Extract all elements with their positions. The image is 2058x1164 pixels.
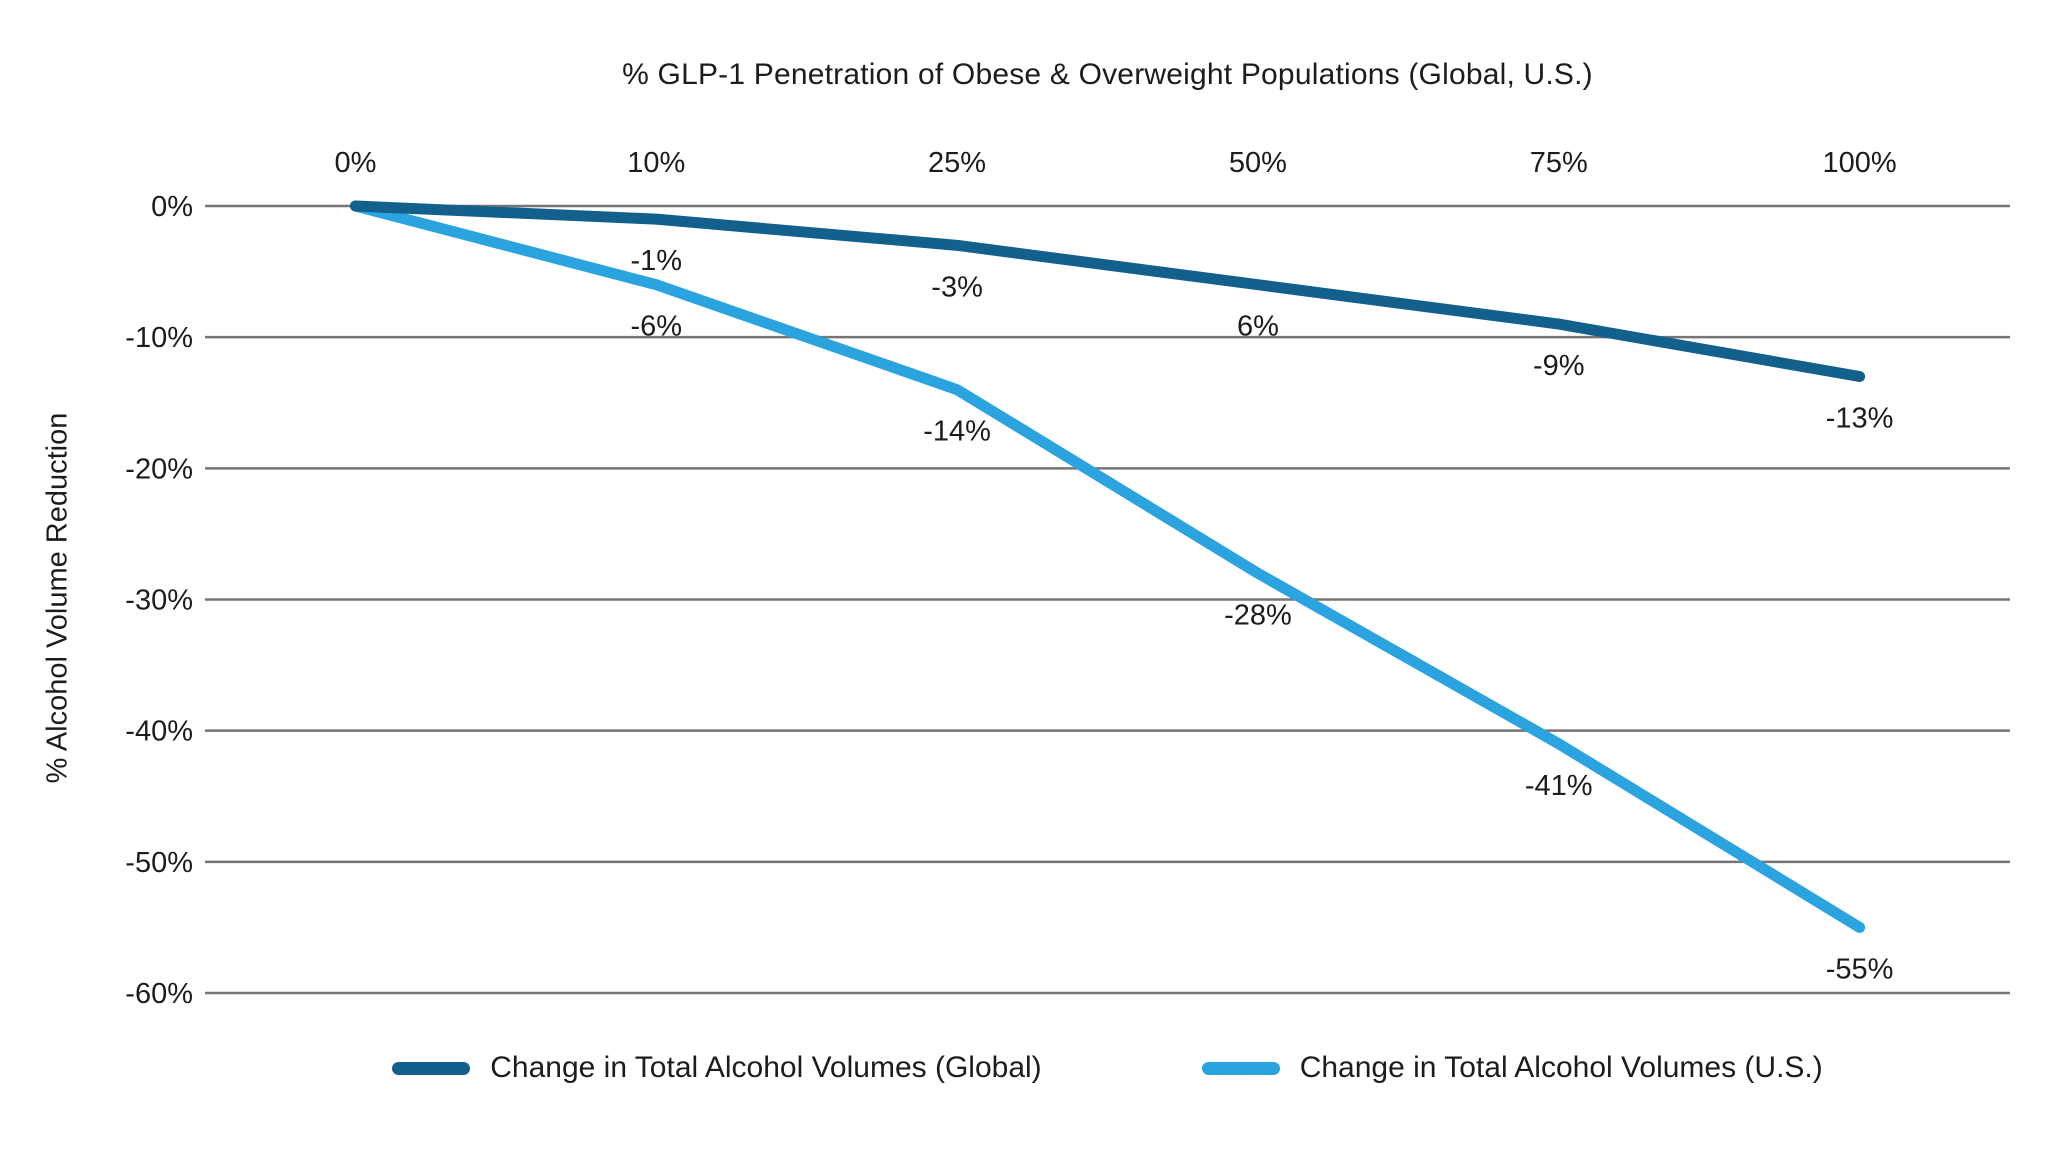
data-label-global: -13% bbox=[1826, 403, 1894, 435]
y-tick-label: -20% bbox=[125, 453, 193, 485]
data-label-global: -3% bbox=[931, 271, 983, 303]
series-line-global bbox=[349, 200, 1866, 383]
data-label-global: 6% bbox=[1237, 311, 1279, 343]
series-line-us bbox=[349, 200, 1866, 933]
x-tick-label: 100% bbox=[1822, 147, 1896, 179]
legend-label-global: Change in Total Alcohol Volumes (Global) bbox=[490, 1051, 1042, 1084]
y-tick-label: -50% bbox=[125, 847, 193, 879]
y-tick-label: 0% bbox=[151, 191, 193, 223]
legend-swatch-global-icon bbox=[392, 1061, 471, 1075]
legend-swatch-us-icon bbox=[1201, 1061, 1280, 1075]
legend-label-us: Change in Total Alcohol Volumes (U.S.) bbox=[1299, 1051, 1823, 1084]
data-label-global: -1% bbox=[630, 245, 682, 277]
data-label-global: -9% bbox=[1533, 350, 1585, 382]
data-label-us: -28% bbox=[1224, 599, 1292, 631]
y-tick-label: -60% bbox=[125, 978, 193, 1010]
x-tick-label: 0% bbox=[334, 147, 376, 179]
data-label-us: -55% bbox=[1826, 953, 1894, 985]
x-tick-label: 10% bbox=[627, 147, 685, 179]
data-label-us: -14% bbox=[923, 416, 991, 448]
legend-item-global: Change in Total Alcohol Volumes (Global) bbox=[392, 1051, 1042, 1085]
y-tick-label: -40% bbox=[125, 716, 193, 748]
legend-item-us: Change in Total Alcohol Volumes (U.S.) bbox=[1201, 1051, 1823, 1085]
data-label-us: -41% bbox=[1525, 770, 1593, 802]
y-tick-label: -10% bbox=[125, 322, 193, 354]
x-tick-label: 50% bbox=[1229, 147, 1287, 179]
y-tick-label: -30% bbox=[125, 585, 193, 617]
x-tick-label: 25% bbox=[928, 147, 986, 179]
chart-title: % GLP-1 Penetration of Obese & Overweigh… bbox=[622, 58, 1593, 91]
x-tick-label: 75% bbox=[1530, 147, 1588, 179]
legend: Change in Total Alcohol Volumes (Global)… bbox=[205, 1040, 2010, 1096]
data-label-us: -6% bbox=[630, 311, 682, 343]
